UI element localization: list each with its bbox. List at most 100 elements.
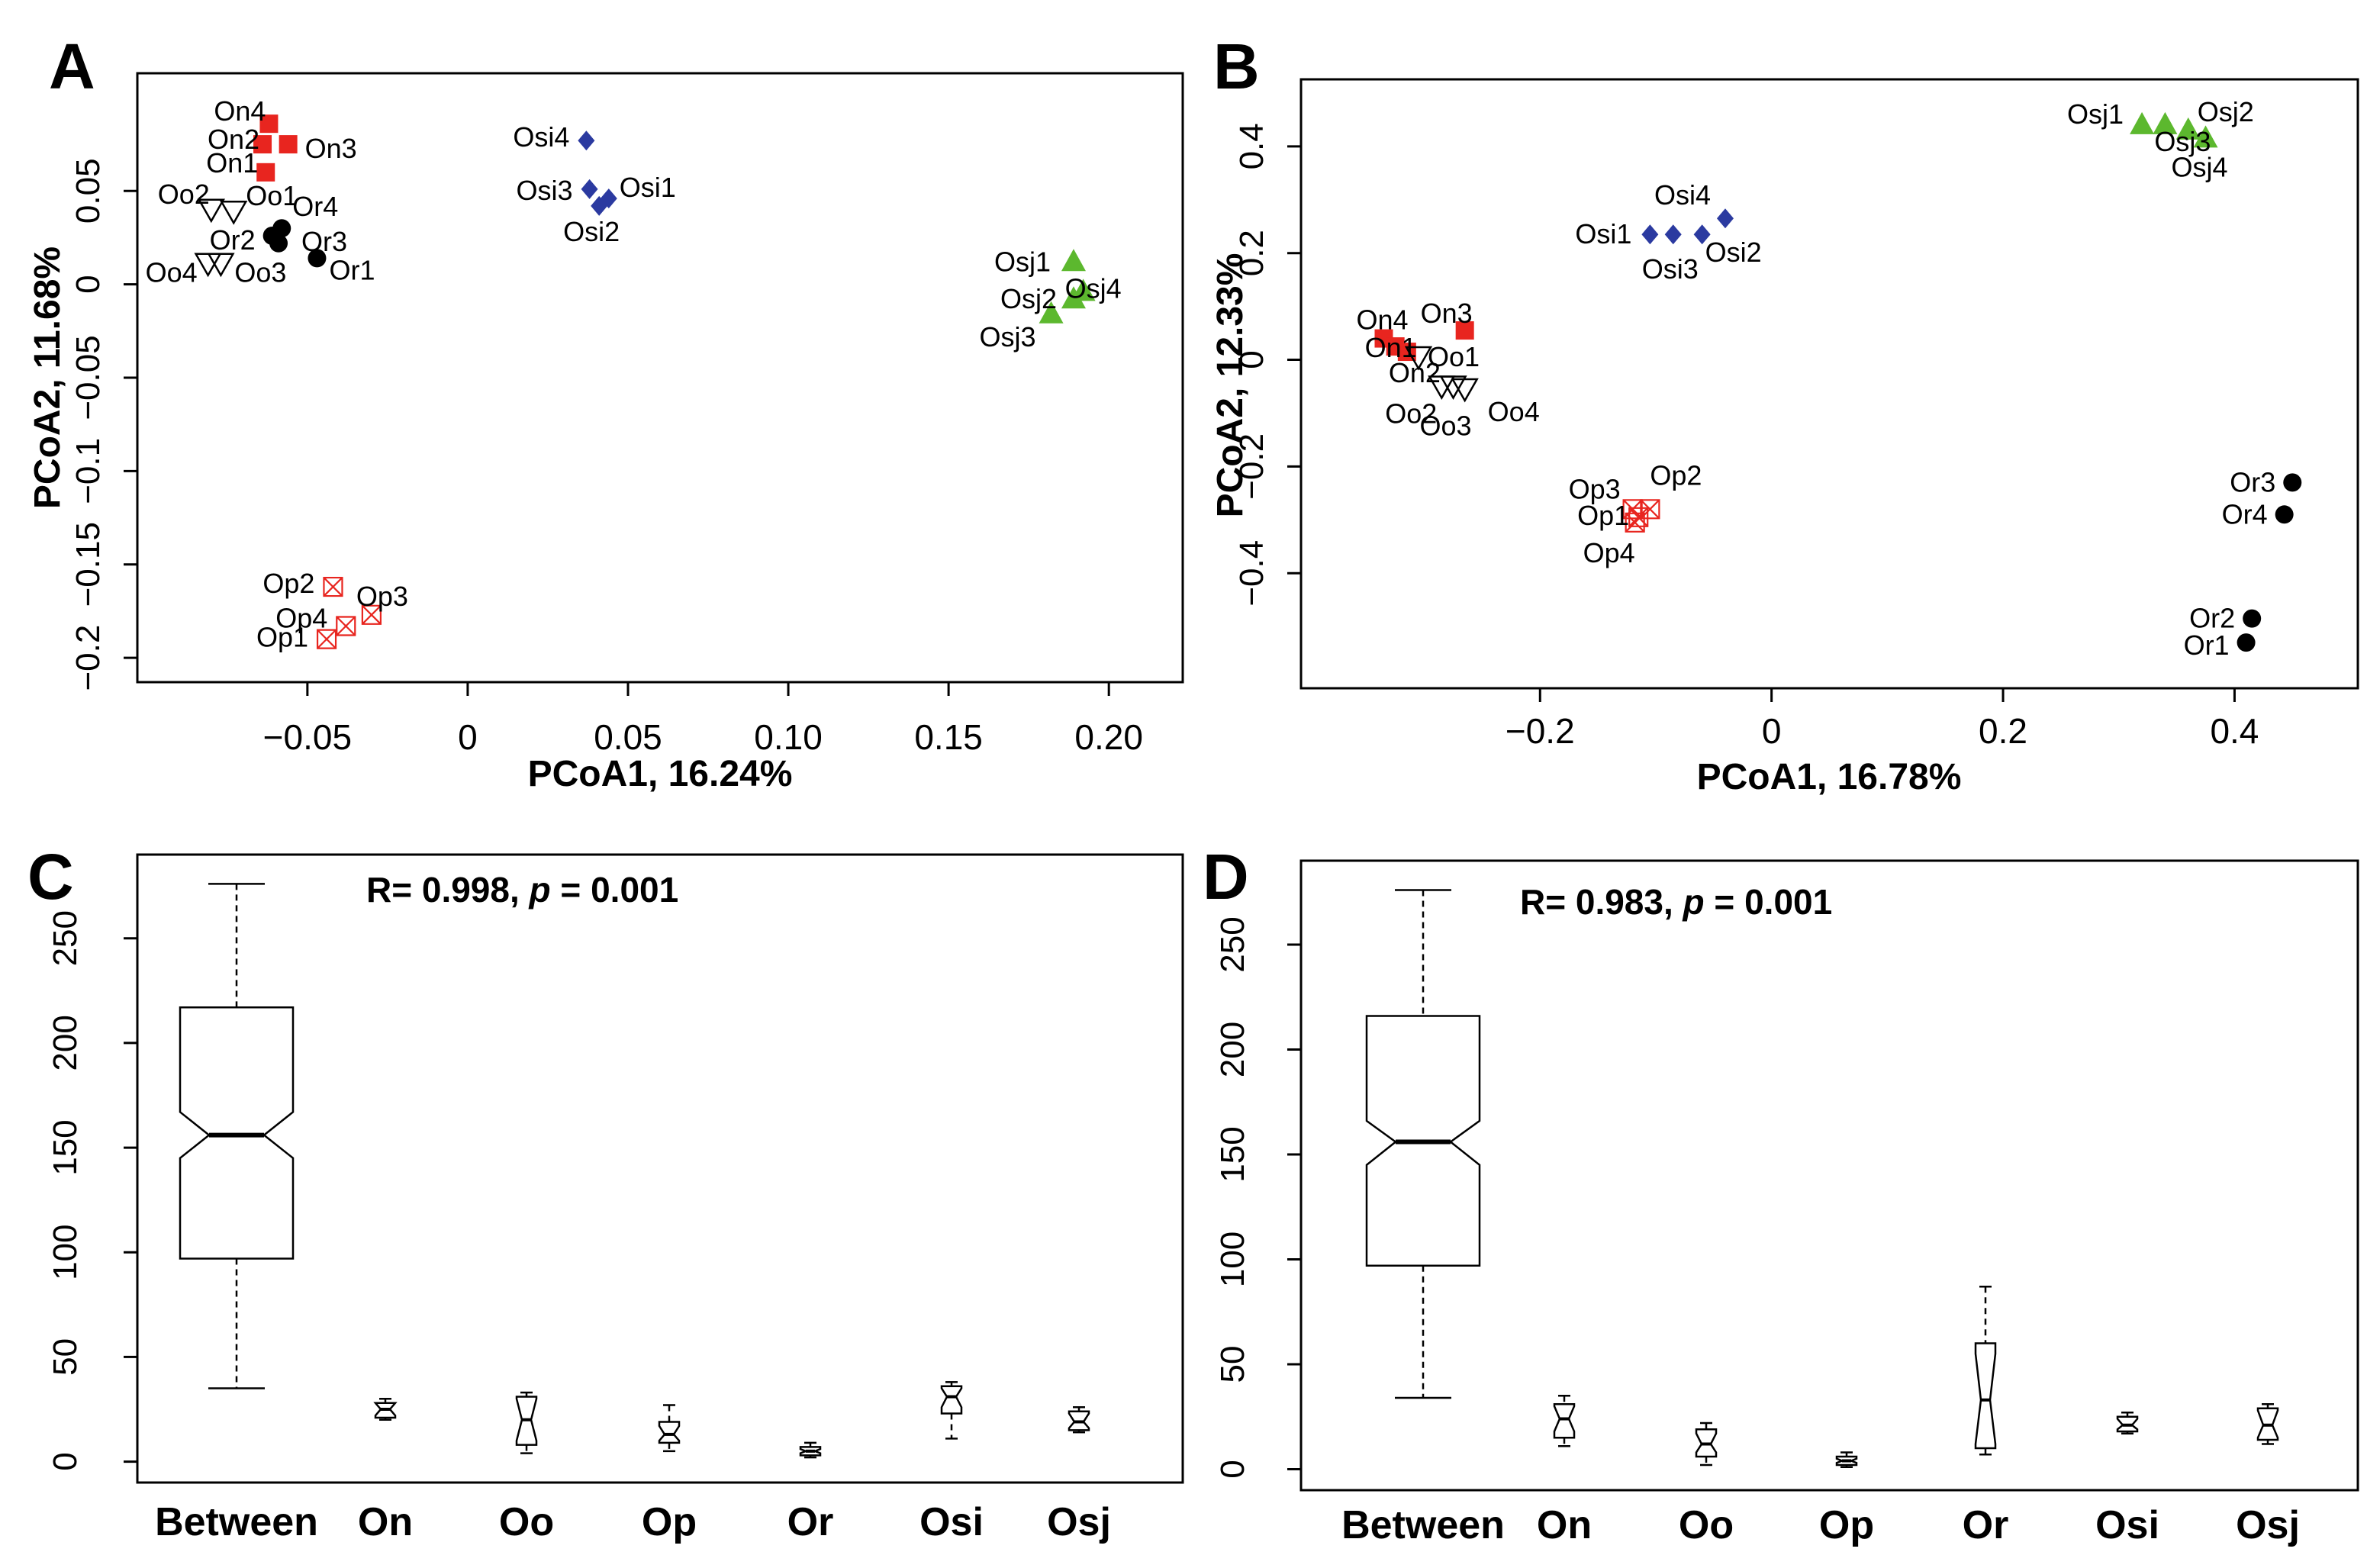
y-tick-label: −0.15 (69, 522, 107, 607)
point-osi4 (578, 130, 595, 151)
point-label-osj3: Osj3 (2154, 126, 2211, 157)
point-label-on4: On4 (1356, 304, 1408, 336)
category-label-on: On (1537, 1503, 1592, 1547)
point-label-osi2: Osi2 (563, 216, 620, 247)
box-body (1553, 1403, 1576, 1439)
x-tick-label: 0.10 (754, 717, 823, 757)
point-label-op2: Op2 (262, 568, 314, 599)
point-or4 (2275, 505, 2294, 524)
y-tick-label: 250 (47, 910, 84, 966)
point-on3 (1455, 321, 1474, 340)
point-label-on4: On4 (214, 95, 266, 127)
x-axis-a: −0.05 0 0.05 0.10 0.15 0.20 (263, 682, 1143, 757)
panel-letter-a: A (49, 31, 95, 102)
point-or3 (2283, 473, 2302, 492)
point-or1 (2237, 633, 2256, 652)
point-label-on2: On2 (208, 124, 259, 155)
point-label-on1: On1 (1365, 332, 1417, 363)
point-label-oo3: Oo3 (1419, 410, 1471, 441)
category-label-osj: Osj (1047, 1500, 1111, 1544)
x-tick-label: 0.2 (1979, 711, 2027, 751)
boxplot-on (1553, 1395, 1576, 1447)
point-oo2 (197, 198, 225, 224)
point-label-on2: On2 (1389, 357, 1441, 388)
category-label-op: Op (642, 1500, 697, 1544)
boxplot-between (179, 883, 295, 1389)
point-label-op4: Op4 (275, 602, 327, 633)
x-tick-label: 0 (1762, 711, 1782, 751)
boxplot-osj (2256, 1403, 2279, 1445)
boxplot-op (1835, 1451, 1858, 1468)
y-axis-d: 0 50 100 150 200 250 (1214, 916, 1301, 1479)
point-label-op3: Op3 (1569, 473, 1621, 504)
y-tick-label: 150 (47, 1119, 84, 1175)
point-label-or4: Or4 (2222, 498, 2268, 530)
x-tick-label: −0.05 (263, 717, 352, 757)
category-label-or: Or (1963, 1503, 2009, 1547)
x-tick-label: 0.05 (594, 717, 662, 757)
boxplot-osj (1068, 1405, 1090, 1434)
y-tick-label: 100 (47, 1225, 84, 1280)
point-label-osi1: Osi1 (1575, 218, 1631, 250)
point-oo4 (194, 253, 222, 278)
y-tick-label: 0.4 (1233, 123, 1270, 169)
category-label-oo: Oo (1679, 1503, 1734, 1547)
y-tick-label: 150 (1214, 1126, 1251, 1182)
point-osj1 (1061, 249, 1086, 272)
point-oo3 (1439, 375, 1467, 401)
point-on2 (253, 135, 272, 154)
point-label-op1: Op1 (1577, 500, 1629, 531)
point-label-on1: On1 (206, 147, 258, 179)
point-osj4 (2193, 125, 2218, 148)
point-label-or3: Or3 (2230, 466, 2275, 497)
y-tick-label: 50 (47, 1338, 84, 1376)
stats-annotation-c: R= 0.998, p = 0.001 (366, 870, 678, 910)
category-label-oo: Oo (499, 1500, 554, 1544)
boxplot-on (373, 1398, 398, 1421)
point-on3 (279, 135, 298, 154)
point-label-op3: Op3 (356, 581, 408, 612)
point-op1 (316, 629, 337, 649)
point-label-osi1: Osi1 (620, 172, 676, 203)
point-op4 (336, 616, 356, 636)
point-label-osj2: Osj2 (1000, 283, 1057, 314)
x-axis-label-b: PCoA1, 16.78% (1697, 757, 1962, 797)
point-op2 (323, 576, 343, 597)
point-label-osj1: Osj1 (2067, 98, 2124, 130)
plot-frame-c (136, 853, 1184, 1484)
boxplots-d (1365, 889, 2279, 1468)
point-label-op1: Op1 (256, 622, 308, 653)
boxplot-osi (2116, 1412, 2139, 1434)
y-tick-label: 0.05 (69, 158, 107, 224)
point-label-oo1: Oo1 (246, 180, 298, 211)
point-on1 (256, 163, 275, 182)
y-tick-label: 0 (1214, 1460, 1251, 1478)
y-axis-label-a: PCoA2, 11.68% (27, 246, 68, 509)
x-tick-label: 0.15 (914, 717, 983, 757)
point-label-or1: Or1 (329, 254, 375, 285)
point-osi2 (1693, 224, 1711, 245)
panel-letter-c: C (27, 841, 74, 913)
point-or1 (308, 249, 327, 268)
point-osi3 (581, 179, 598, 199)
category-label-or: Or (787, 1500, 834, 1544)
y-axis-label-b: PCoA2, 12.33% (1210, 253, 1251, 518)
category-labels-c: Between On Oo Op Or Osi Osj (155, 1500, 1111, 1544)
point-label-osj2: Osj2 (2198, 96, 2254, 127)
point-osj1 (2130, 111, 2155, 134)
category-label-between: Between (1341, 1503, 1505, 1547)
point-osi1 (1641, 224, 1659, 245)
panel-a: A −0.05 0 0.05 0.10 0.15 0.20 −0.2−0.15−0.1−0… (27, 31, 1184, 794)
boxplot-or (1974, 1286, 1997, 1456)
boxplot-oo (515, 1391, 538, 1454)
category-label-osj: Osj (2236, 1503, 2300, 1547)
point-label-or4: Or4 (292, 191, 338, 222)
x-tick-label: 0.4 (2210, 711, 2259, 751)
point-label-osi3: Osi3 (517, 175, 573, 206)
y-axis-b: −0.4 −0.2 0 0.2 0.4 (1233, 123, 1301, 607)
y-tick-label: 0.2 (1233, 230, 1270, 276)
y-tick-label: 250 (1214, 916, 1251, 972)
point-label-or1: Or1 (2184, 629, 2230, 661)
